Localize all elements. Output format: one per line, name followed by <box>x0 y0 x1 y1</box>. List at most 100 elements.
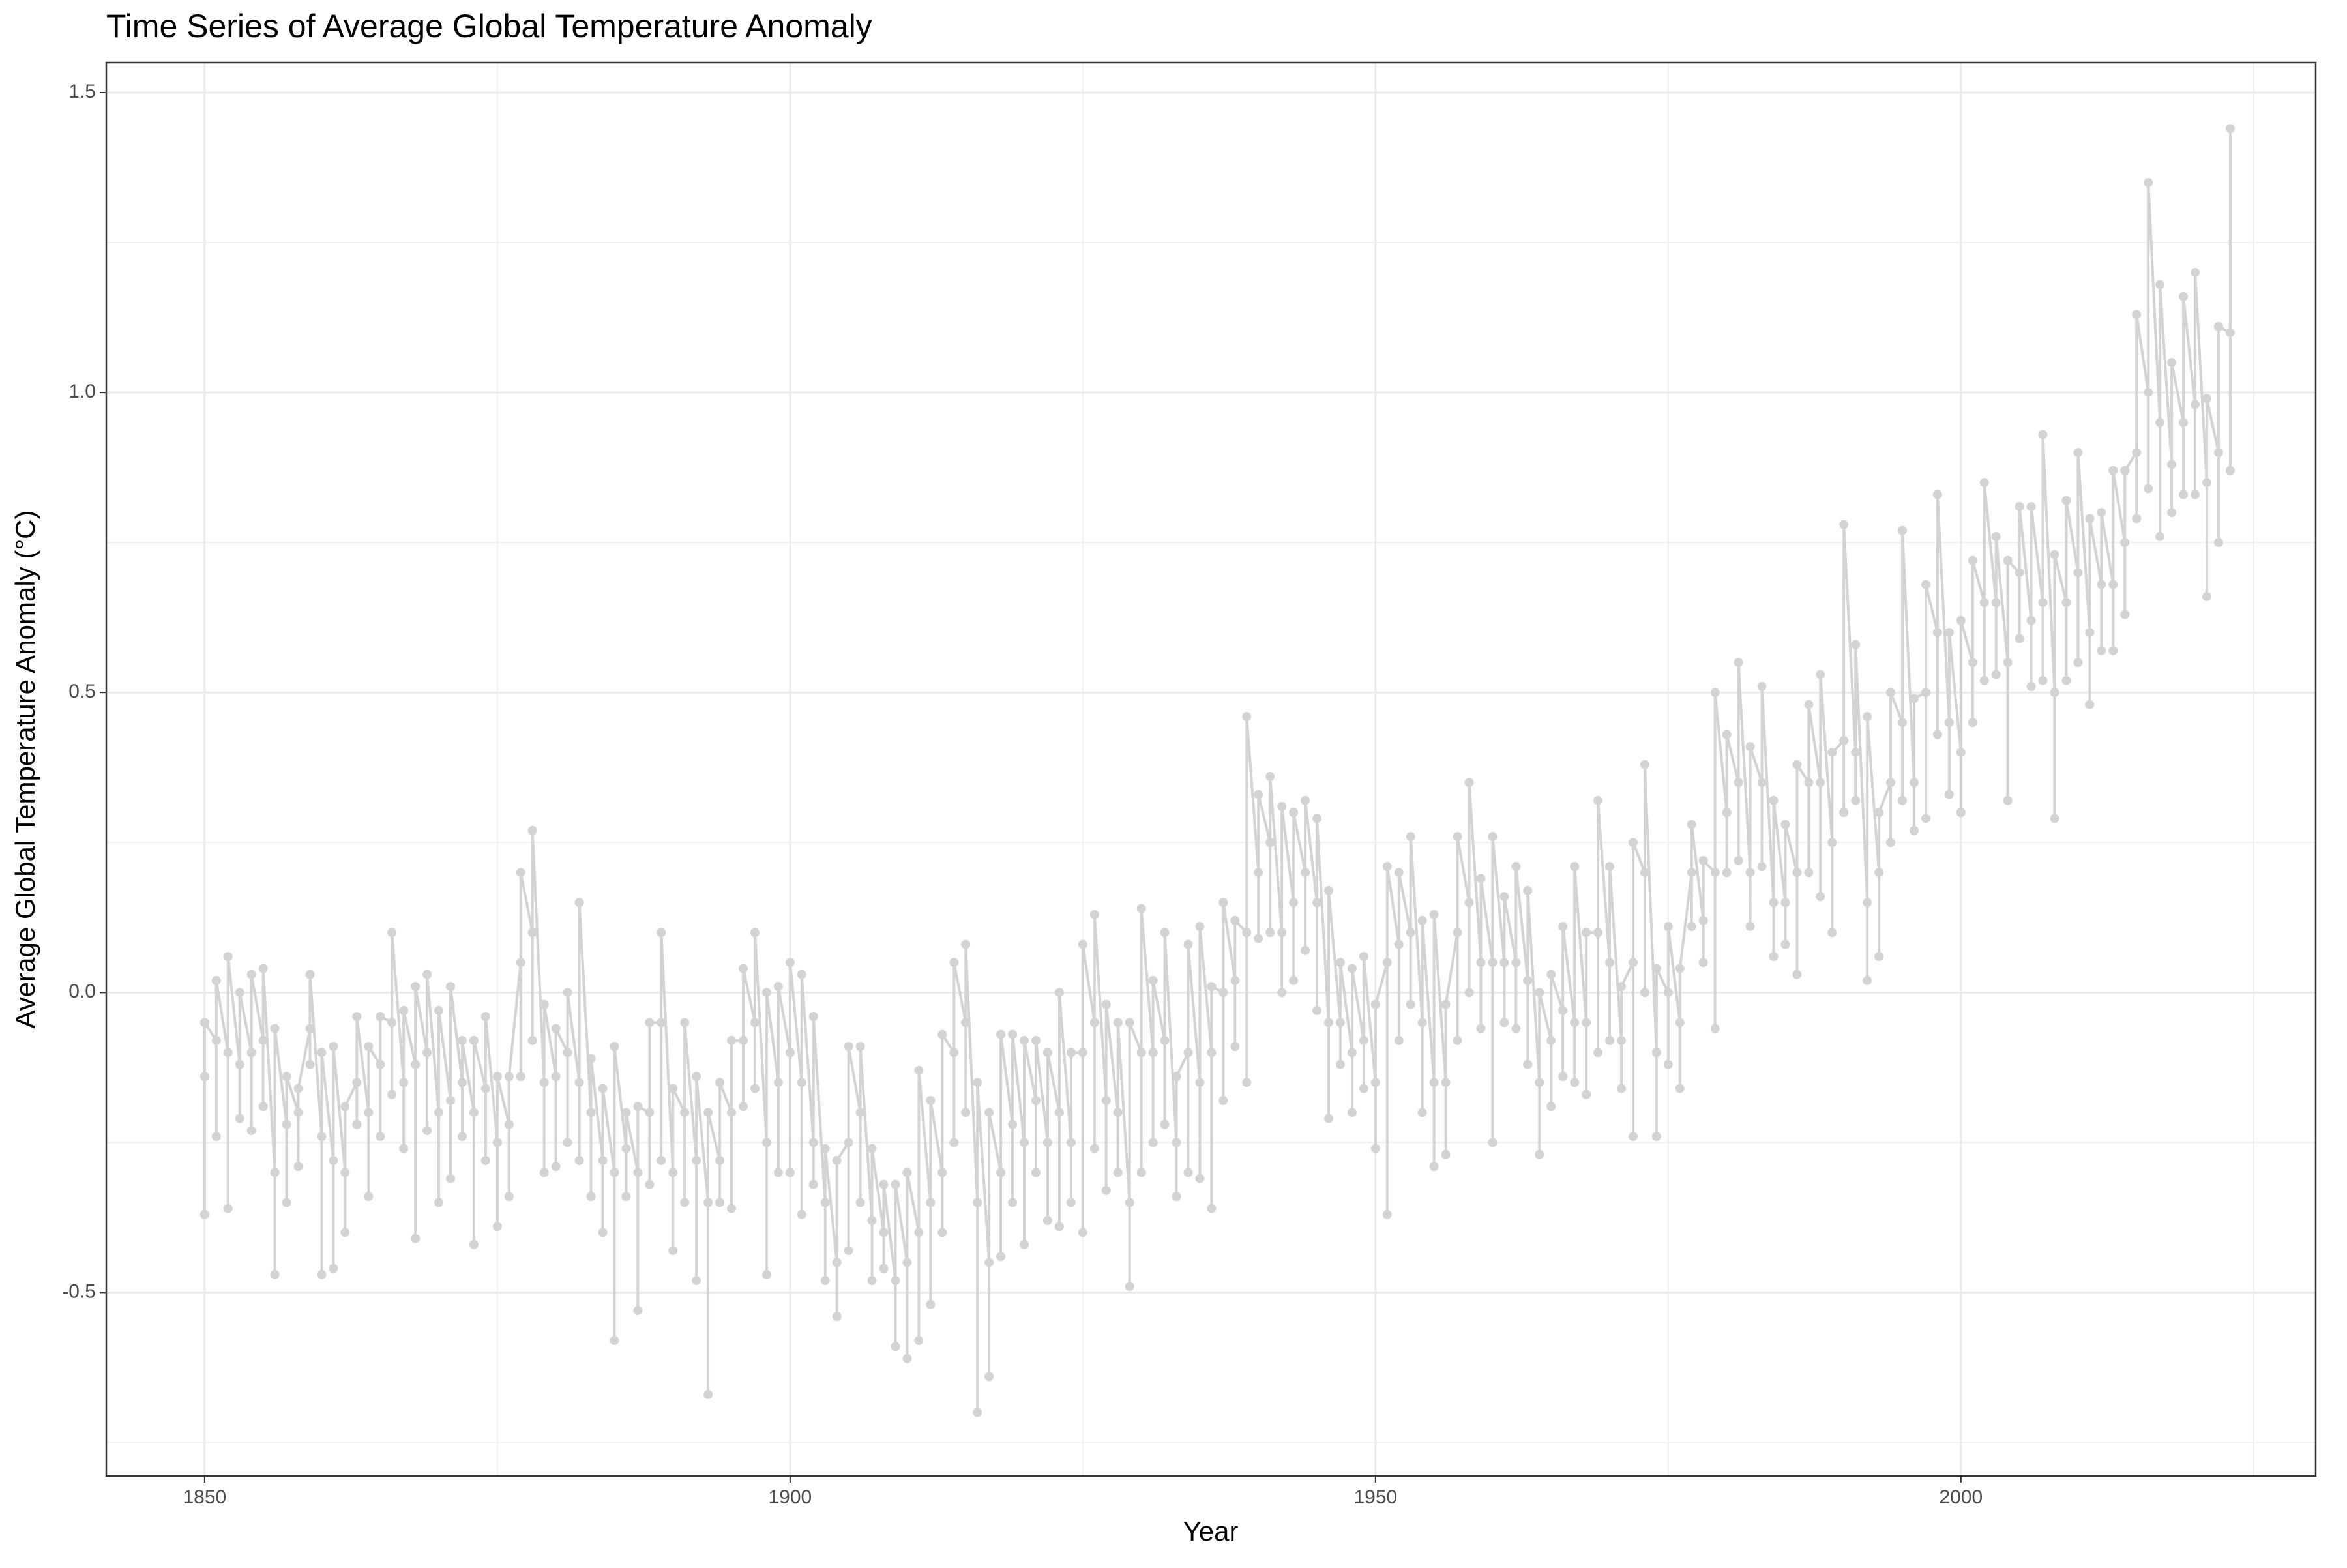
data-point <box>1476 958 1486 968</box>
data-point <box>1944 790 1954 799</box>
data-point <box>563 988 572 998</box>
data-point <box>1031 1035 1041 1045</box>
data-point <box>820 1144 830 1153</box>
data-point <box>1417 915 1427 925</box>
data-point <box>761 1269 771 1279</box>
data-point <box>2061 496 2071 505</box>
data-point <box>352 1078 362 1087</box>
data-point <box>1968 718 1977 728</box>
data-point <box>352 1119 362 1129</box>
data-point <box>1839 735 1849 745</box>
data-point <box>480 1155 490 1165</box>
data-point <box>645 1018 655 1028</box>
data-point <box>387 1089 397 1099</box>
data-point <box>668 1246 678 1256</box>
data-point <box>446 1174 456 1183</box>
data-point <box>2155 418 2165 428</box>
data-point <box>1687 820 1696 829</box>
data-point <box>879 1228 889 1237</box>
data-point <box>1956 808 1966 818</box>
data-point <box>527 928 537 938</box>
data-point <box>1640 760 1649 769</box>
data-point <box>1476 1024 1486 1033</box>
data-point <box>879 1264 889 1273</box>
data-point <box>891 1342 900 1352</box>
data-point <box>504 1192 514 1202</box>
data-point <box>1582 1089 1591 1099</box>
data-point <box>984 1372 994 1382</box>
data-point <box>2167 358 2177 368</box>
data-point <box>2144 388 2153 398</box>
data-point <box>457 1035 467 1045</box>
data-point <box>1944 718 1954 728</box>
data-point <box>1089 1018 1099 1028</box>
data-point <box>480 1084 490 1093</box>
data-point <box>282 1072 291 1082</box>
x-axis-title: Year <box>1183 1516 1239 1546</box>
data-point <box>1335 1059 1345 1069</box>
data-point <box>739 1102 748 1112</box>
data-point <box>1698 855 1708 865</box>
data-point <box>2202 591 2211 601</box>
data-point <box>2003 555 2013 565</box>
data-point <box>867 1215 877 1225</box>
data-point <box>2179 291 2189 301</box>
data-point <box>610 1168 619 1177</box>
data-point <box>773 982 783 992</box>
data-point <box>399 1005 409 1015</box>
data-point <box>1441 1078 1451 1087</box>
data-point <box>1160 1035 1170 1045</box>
data-point <box>539 1078 549 1087</box>
data-point <box>832 1258 842 1267</box>
data-point <box>739 1035 748 1045</box>
data-point <box>1464 898 1474 908</box>
data-point <box>2003 795 2013 805</box>
data-point <box>1054 988 1064 998</box>
data-point <box>1757 682 1767 692</box>
data-point <box>1698 915 1708 925</box>
data-point <box>1722 868 1732 878</box>
data-point <box>949 958 959 968</box>
data-point <box>1254 934 1263 943</box>
data-point <box>808 1012 818 1022</box>
data-point <box>1042 1215 1052 1225</box>
data-point <box>1207 982 1217 992</box>
data-point <box>539 999 549 1009</box>
data-point <box>844 1138 853 1147</box>
data-point <box>246 969 256 979</box>
data-point <box>1207 1048 1217 1058</box>
y-tick-label: 1.5 <box>68 81 96 102</box>
data-point <box>785 1168 795 1177</box>
data-point <box>2120 538 2130 548</box>
data-point <box>1944 628 1954 638</box>
data-point <box>2050 814 2059 823</box>
data-point <box>1488 832 1498 842</box>
data-point <box>2132 310 2142 319</box>
data-point <box>258 1035 268 1045</box>
data-point <box>984 1258 994 1267</box>
data-point <box>1863 712 1872 722</box>
data-point <box>961 1108 971 1117</box>
data-point <box>223 1204 233 1213</box>
data-point <box>1172 1138 1181 1147</box>
data-point <box>1476 874 1486 883</box>
data-point <box>199 1018 209 1028</box>
data-point <box>2050 688 2059 698</box>
data-point <box>657 1155 666 1165</box>
data-point <box>516 868 525 878</box>
data-point <box>270 1168 280 1177</box>
data-point <box>317 1048 327 1058</box>
data-point <box>376 1012 385 1022</box>
data-point <box>773 1078 783 1087</box>
data-point <box>293 1108 303 1117</box>
data-point <box>434 1198 444 1207</box>
data-point <box>1886 778 1896 788</box>
data-point <box>1757 862 1767 872</box>
data-point <box>879 1179 889 1189</box>
data-point <box>1254 790 1263 799</box>
data-point <box>2085 700 2095 709</box>
data-point <box>1148 975 1158 985</box>
data-point <box>1745 868 1755 878</box>
data-point <box>1323 885 1333 895</box>
data-point <box>1323 1114 1333 1123</box>
